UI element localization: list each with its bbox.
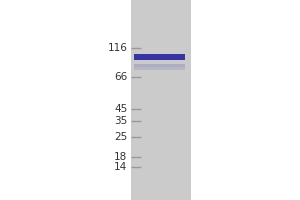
Text: 14: 14 (114, 162, 128, 172)
Text: 116: 116 (108, 43, 127, 53)
Bar (134, 54, 184, 60)
Bar (134, 67, 184, 70)
Text: 18: 18 (114, 152, 128, 162)
Text: 35: 35 (114, 116, 128, 126)
Text: 66: 66 (114, 72, 128, 82)
Bar (134, 64, 184, 67)
Text: 25: 25 (114, 132, 128, 142)
Text: 45: 45 (114, 104, 128, 114)
Bar (130, 0, 190, 200)
